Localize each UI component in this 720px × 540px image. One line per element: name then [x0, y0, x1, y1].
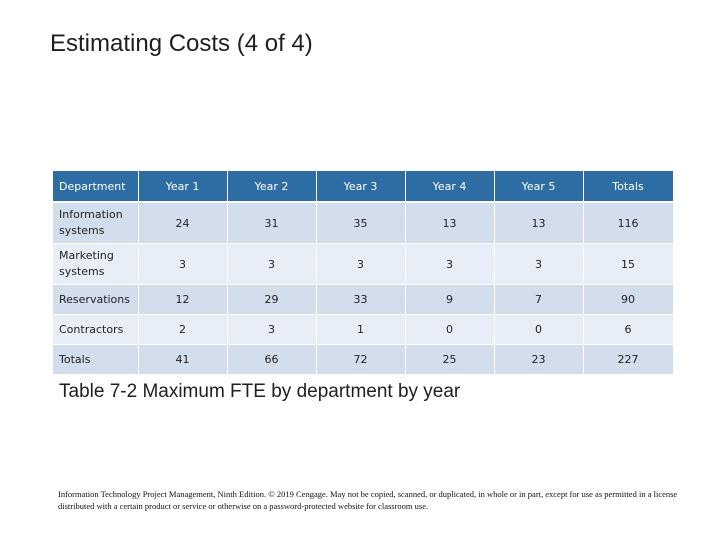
table-cell: 31	[227, 202, 317, 244]
table-cell: 227	[583, 344, 674, 375]
table-header-row: Department Year 1 Year 2 Year 3 Year 4 Y…	[53, 171, 674, 203]
table-cell: 6	[583, 314, 674, 345]
table-cell: 116	[583, 202, 674, 244]
header-cell: Year 5	[494, 171, 584, 203]
table-cell: 66	[227, 344, 317, 375]
table-cell: 3	[405, 243, 495, 285]
table-cell: 35	[316, 202, 406, 244]
page-title: Estimating Costs (4 of 4)	[50, 30, 313, 57]
table-row: Information systems 24 31 35 13 13 116	[53, 202, 674, 244]
table-caption: Table 7-2 Maximum FTE by department by y…	[59, 381, 461, 402]
header-cell: Department	[53, 171, 139, 203]
fte-table: Department Year 1 Year 2 Year 3 Year 4 Y…	[53, 171, 674, 375]
table-cell: 3	[227, 314, 317, 345]
copyright-footer: Information Technology Project Managemen…	[58, 489, 678, 511]
header-cell: Year 2	[227, 171, 317, 203]
row-label: Totals	[53, 344, 139, 375]
table-cell: 41	[138, 344, 228, 375]
table-cell: 23	[494, 344, 584, 375]
table-cell: 7	[494, 284, 584, 315]
table-row: Contractors 2 3 1 0 0 6	[53, 314, 674, 345]
header-cell: Year 4	[405, 171, 495, 203]
table-cell: 3	[494, 243, 584, 285]
header-cell: Year 1	[138, 171, 228, 203]
table-cell: 29	[227, 284, 317, 315]
table-cell: 3	[316, 243, 406, 285]
table-cell: 24	[138, 202, 228, 244]
table-cell: 25	[405, 344, 495, 375]
table-cell: 9	[405, 284, 495, 315]
row-label: Reservations	[53, 284, 139, 315]
table-cell: 13	[494, 202, 584, 244]
table-cell: 3	[138, 243, 228, 285]
table-cell: 13	[405, 202, 495, 244]
table-cell: 0	[494, 314, 584, 345]
table-cell: 72	[316, 344, 406, 375]
header-cell: Totals	[583, 171, 674, 203]
row-label: Information systems	[53, 202, 139, 244]
table-cell: 12	[138, 284, 228, 315]
table-cell: 1	[316, 314, 406, 345]
table-row-totals: Totals 41 66 72 25 23 227	[53, 344, 674, 375]
table-cell: 0	[405, 314, 495, 345]
table-cell: 33	[316, 284, 406, 315]
table-row: Marketing systems 3 3 3 3 3 15	[53, 243, 674, 285]
header-cell: Year 3	[316, 171, 406, 203]
table-row: Reservations 12 29 33 9 7 90	[53, 284, 674, 315]
row-label: Marketing systems	[53, 243, 139, 285]
table-cell: 90	[583, 284, 674, 315]
table-cell: 2	[138, 314, 228, 345]
row-label: Contractors	[53, 314, 139, 345]
table-cell: 15	[583, 243, 674, 285]
table-cell: 3	[227, 243, 317, 285]
